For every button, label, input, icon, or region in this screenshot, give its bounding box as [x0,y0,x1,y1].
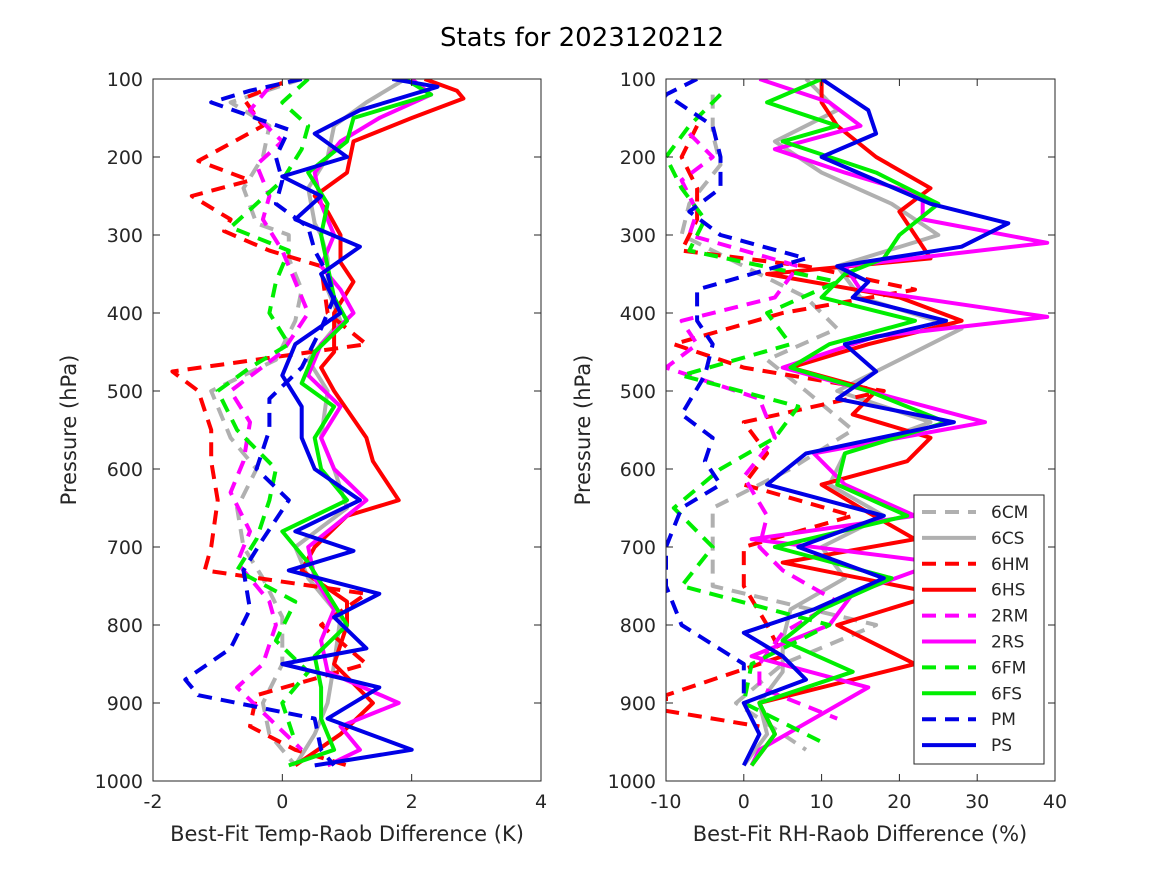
figure-title: Stats for 2023120212 [440,23,724,53]
legend-label-6hm: 6HM [991,555,1029,575]
y-tick-label: 1000 [95,771,143,793]
x-tick-label: -2 [144,791,163,813]
y-tick-label: 300 [107,225,143,247]
left-x-axis-label: Best-Fit Temp-Raob Difference (K) [170,822,524,846]
y-tick-label: 700 [620,537,656,559]
left-y-axis-label: Pressure (hPa) [57,355,81,506]
right-x-axis-label: Best-Fit RH-Raob Difference (%) [693,822,1027,846]
y-tick-label: 400 [620,303,656,325]
y-tick-label: 500 [620,381,656,403]
x-tick-label: 20 [887,791,911,813]
legend: 6CM 6CS 6HM 6HS 2RM 2RS 6FM 6FS PM PS [913,494,1045,765]
x-tick-label: 40 [1043,791,1067,813]
series-2rm-line [666,132,840,721]
series-6hm-line [170,81,369,768]
y-tick-label: 200 [620,147,656,169]
y-tick-label: 100 [620,69,656,91]
series-6hs-line [294,79,466,768]
left-curves [170,79,466,768]
right-rh-axes: -10 0 10 20 30 40 100 200 300 400 500 600 700 800 900 1… [571,69,1067,846]
right-curves [666,79,1050,767]
x-tick-label: 2 [406,791,418,813]
series-2rs-line [306,79,434,768]
series-ps-line [280,79,440,768]
series-6fm-line [666,93,840,744]
y-tick-label: 300 [620,225,656,247]
series-pm-line [666,79,808,703]
y-tick-label: 800 [620,615,656,637]
x-tick-label: 10 [810,791,834,813]
x-tick-label: 0 [276,791,288,813]
legend-label-2rm: 2RM [991,607,1028,627]
right-ticks: -10 0 10 20 30 40 100 200 300 400 500 600 700 800 900 1… [608,69,1067,813]
series-6cm-line [679,94,879,752]
series-2rm-line [228,85,311,752]
left-axes-frame [152,78,542,782]
left-plot-area [153,79,541,781]
x-tick-label: 30 [965,791,989,813]
right-y-axis-label: Pressure (hPa) [571,355,595,506]
y-tick-label: 500 [107,381,143,403]
series-6fs-line [749,79,949,767]
y-tick-label: 900 [620,693,656,715]
series-6cs-line [742,79,964,767]
series-6cm-line [209,79,304,767]
y-tick-label: 100 [107,69,143,91]
left-ticks: -2 0 2 4 100 200 300 400 500 600 700 800 900 1000 [95,69,547,813]
right-axes-frame [665,78,1056,782]
y-tick-label: 200 [107,147,143,169]
series-ps-line [741,79,1011,767]
y-tick-label: 400 [107,303,143,325]
y-tick-label: 700 [107,537,143,559]
legend-label-6fs: 6FS [991,684,1022,704]
legend-label-6cs: 6CS [991,529,1024,549]
y-tick-label: 1000 [608,771,656,793]
y-tick-label: 600 [107,459,143,481]
left-temp-axes: -2 0 2 4 100 200 300 400 500 600 700 800 900 1000 Bes… [57,69,547,846]
legend-label-6fm: 6FM [991,658,1026,678]
y-tick-label: 900 [107,693,143,715]
x-tick-label: 0 [738,791,750,813]
x-tick-label: 4 [535,791,547,813]
legend-label-pm: PM [991,710,1016,730]
y-tick-label: 600 [620,459,656,481]
legend-box [913,494,1045,765]
legend-label-ps: PS [991,736,1012,756]
legend-label-6cm: 6CM [991,503,1028,523]
y-tick-label: 800 [107,615,143,637]
legend-label-6hs: 6HS [991,581,1025,601]
series-6fm-line [215,79,311,743]
legend-label-2rs: 2RS [991,633,1024,653]
x-tick-label: -10 [650,791,681,813]
